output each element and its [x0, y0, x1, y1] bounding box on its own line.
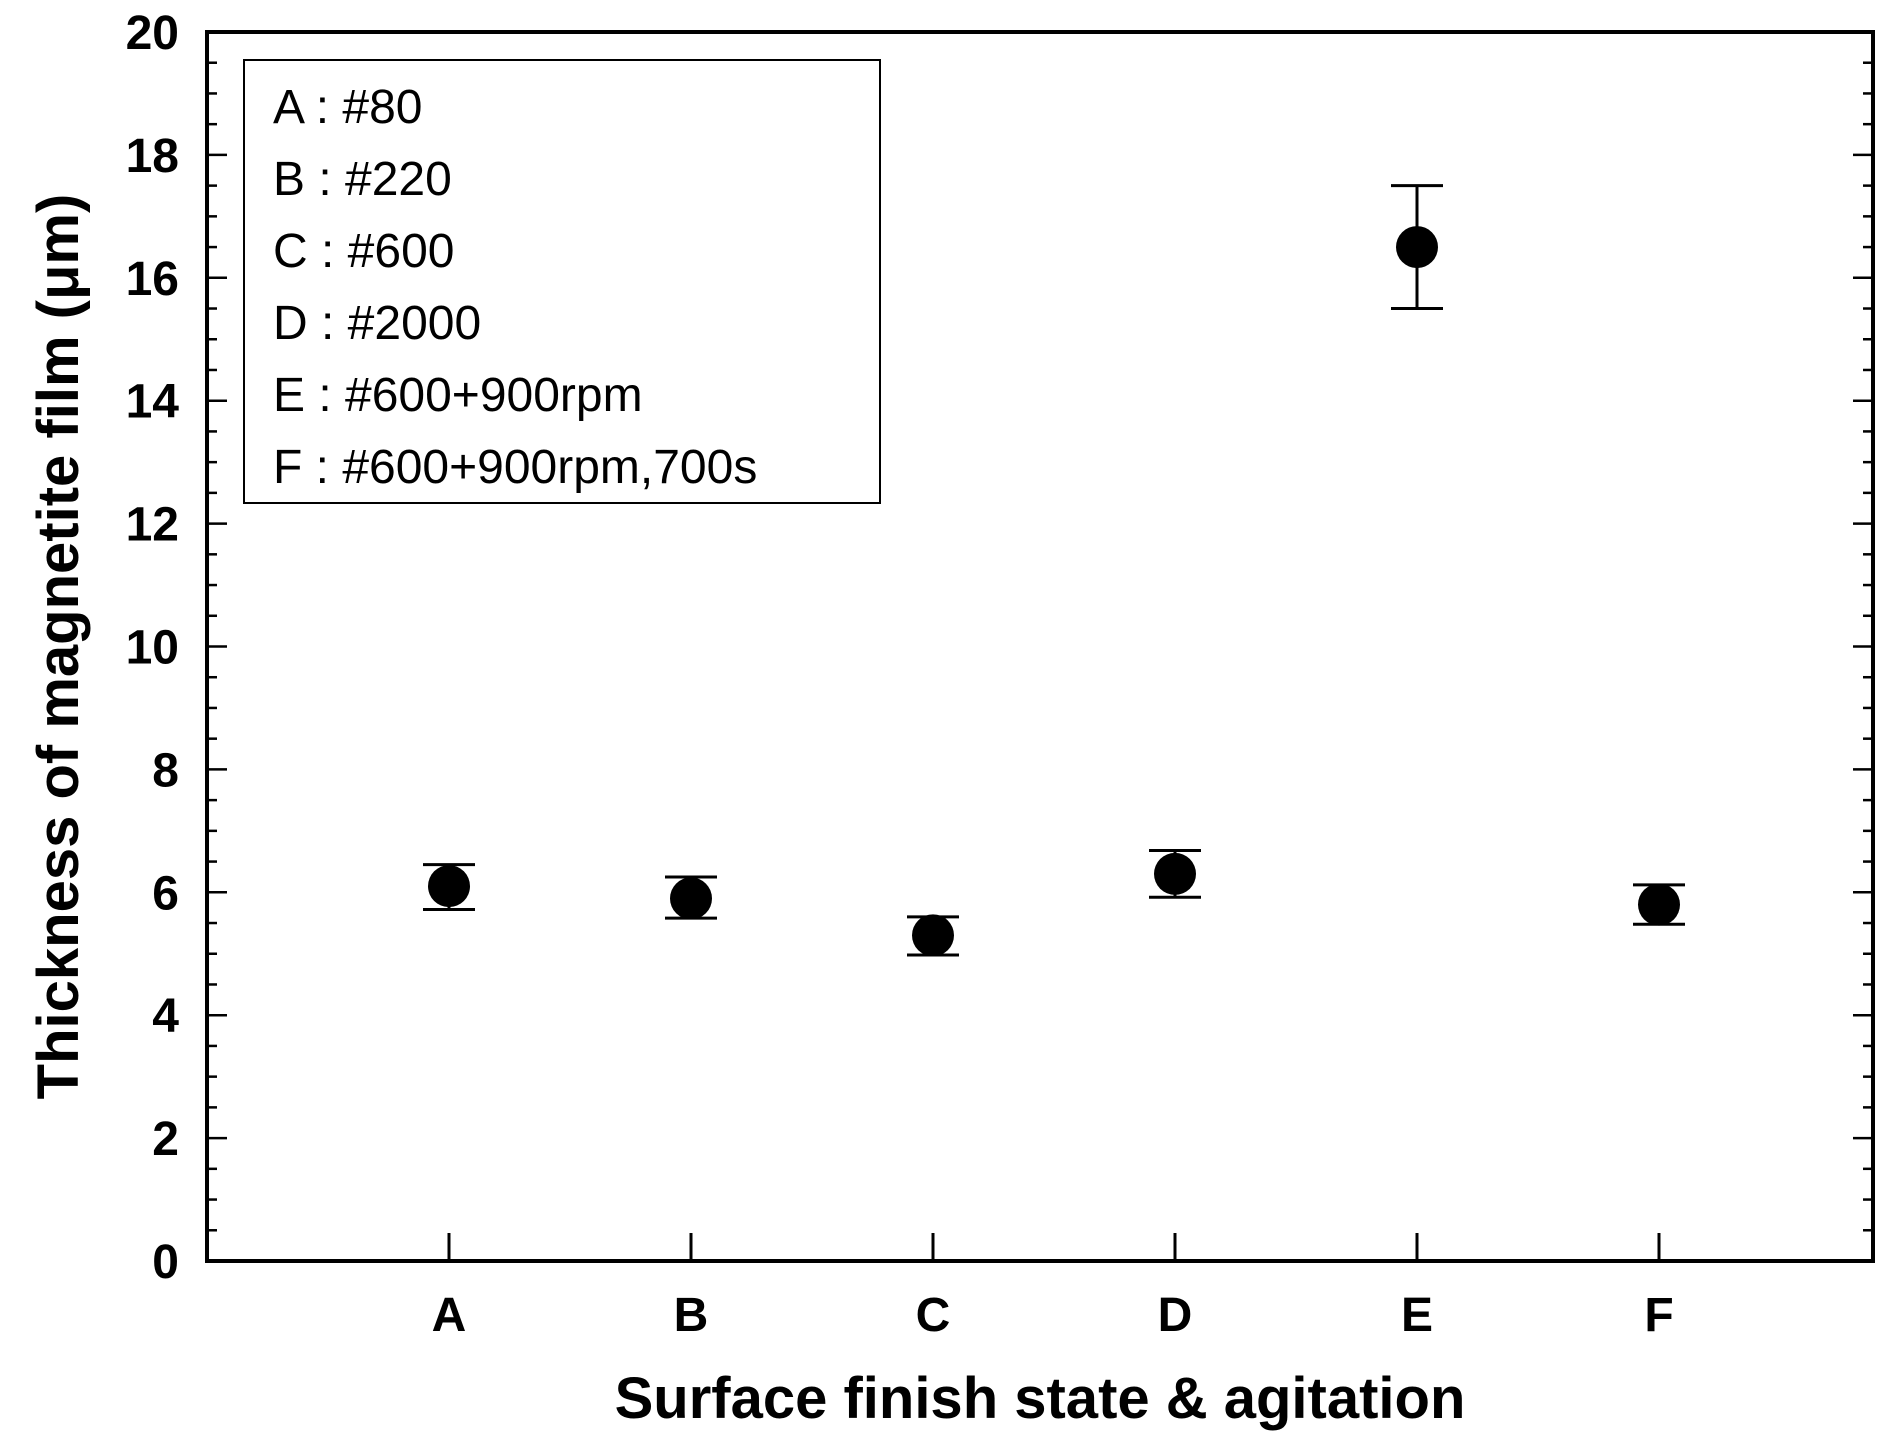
- y-tick-label: 12: [126, 499, 179, 552]
- x-axis-title: Surface finish state & agitation: [615, 1366, 1466, 1431]
- y-tick-label: 2: [152, 1113, 179, 1166]
- y-axis-title: Thickness of magnetite film (μm): [26, 194, 91, 1100]
- y-tick-label: 0: [152, 1236, 179, 1289]
- y-tick-label: 16: [126, 253, 179, 306]
- y-tick-label: 8: [152, 744, 179, 797]
- data-point-a: [428, 865, 470, 908]
- y-tick-label: 14: [126, 376, 180, 429]
- data-point-b: [670, 877, 712, 920]
- data-point-e: [1396, 226, 1438, 269]
- legend-entry-b: B : #220: [273, 153, 452, 206]
- y-tick-label: 4: [152, 990, 179, 1043]
- legend: A : #80 B : #220 C : #600 D : #2000 E : …: [243, 59, 881, 504]
- x-tick-label: C: [916, 1289, 951, 1342]
- x-tick-label: A: [432, 1289, 467, 1342]
- data-series: [423, 184, 1685, 957]
- legend-box: [243, 59, 881, 504]
- x-tick-label: E: [1401, 1289, 1433, 1342]
- x-tick-label: F: [1644, 1289, 1673, 1342]
- x-axis: A B C D E F: [432, 1233, 1674, 1342]
- legend-entry-a: A : #80: [273, 81, 422, 134]
- y-tick-label: 6: [152, 867, 179, 920]
- data-point-c: [912, 914, 954, 957]
- x-tick-label: B: [674, 1289, 709, 1342]
- legend-entry-e: E : #600+900rpm: [273, 369, 643, 422]
- data-point-f: [1638, 883, 1680, 926]
- y-tick-label: 10: [126, 622, 179, 675]
- data-point-d: [1154, 852, 1196, 895]
- legend-entry-c: C : #600: [273, 225, 454, 278]
- x-tick-label: D: [1158, 1289, 1193, 1342]
- legend-entry-d: D : #2000: [273, 297, 481, 350]
- legend-entry-f: F : #600+900rpm,700s: [273, 441, 757, 494]
- y-tick-label: 20: [126, 7, 179, 60]
- y-axis: 0 2 4 6 8 10 12 14 16 18 20: [126, 7, 1873, 1289]
- y-tick-label: 18: [126, 130, 179, 183]
